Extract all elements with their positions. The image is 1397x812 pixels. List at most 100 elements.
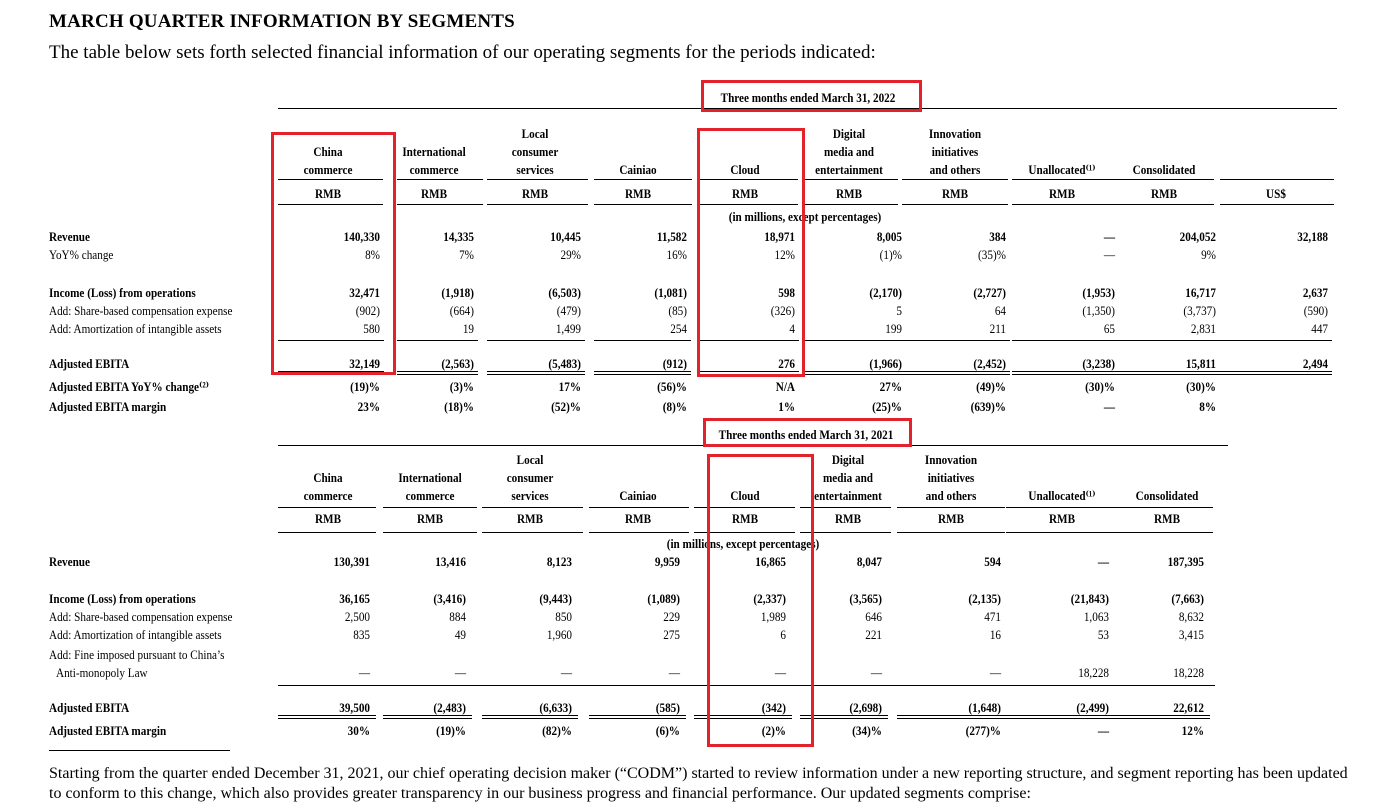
column-header-rule bbox=[694, 507, 795, 508]
currency-label: RMB bbox=[941, 186, 969, 201]
table-cell: (664) bbox=[449, 303, 474, 318]
column-header-rule bbox=[487, 179, 588, 180]
currency-label: RMB bbox=[516, 511, 544, 526]
currency-label: RMB bbox=[731, 511, 759, 526]
total-rule bbox=[1012, 371, 1119, 372]
currency-rule bbox=[897, 532, 1005, 533]
column-header: initiatives bbox=[927, 470, 975, 485]
column-header: consumer bbox=[511, 144, 559, 159]
table-cell: (52)% bbox=[551, 399, 581, 414]
table-cell: (18)% bbox=[444, 399, 474, 414]
row-label: Revenue bbox=[49, 554, 90, 569]
subtotal-rule bbox=[802, 340, 906, 341]
total-rule-2 bbox=[802, 374, 906, 375]
table-cell: 221 bbox=[865, 627, 882, 642]
column-header: and others bbox=[925, 488, 977, 503]
column-header: China bbox=[313, 144, 343, 159]
currency-rule bbox=[1012, 204, 1112, 205]
table-cell: (2,135) bbox=[968, 591, 1001, 606]
table-cell: 229 bbox=[663, 609, 680, 624]
currency-rule bbox=[383, 532, 477, 533]
table-cell: 16,865 bbox=[755, 554, 786, 569]
row-label: Add: Fine imposed pursuant to China’s bbox=[49, 647, 225, 662]
column-header: Digital bbox=[831, 452, 865, 467]
column-header-rule bbox=[1112, 179, 1214, 180]
column-header: consumer bbox=[506, 470, 554, 485]
table-cell: — bbox=[774, 665, 786, 680]
total-rule bbox=[694, 715, 792, 716]
currency-label: RMB bbox=[937, 511, 965, 526]
table-cell: 204,052 bbox=[1179, 229, 1216, 244]
currency-label: RMB bbox=[420, 186, 448, 201]
table-cell: (30)% bbox=[1085, 379, 1115, 394]
table-cell: 16 bbox=[989, 627, 1001, 642]
row-label: Adjusted EBITA bbox=[49, 700, 130, 715]
highlight-cloud bbox=[697, 128, 805, 377]
total-rule bbox=[487, 371, 585, 372]
currency-rule bbox=[1006, 532, 1113, 533]
column-header-rule bbox=[700, 179, 798, 180]
table-cell: 275 bbox=[663, 627, 680, 642]
column-header: Innovation bbox=[928, 126, 982, 141]
currency-rule bbox=[802, 204, 898, 205]
currency-label: RMB bbox=[731, 186, 759, 201]
subtotal-rule bbox=[278, 340, 384, 341]
table-cell: (342) bbox=[761, 700, 786, 715]
total-rule-2 bbox=[800, 718, 888, 719]
table-cell: (3,238) bbox=[1082, 356, 1115, 371]
column-header: services bbox=[516, 162, 554, 177]
currency-label: RMB bbox=[521, 186, 549, 201]
table-cell: (2,483) bbox=[433, 700, 466, 715]
total-rule-2 bbox=[897, 718, 1007, 719]
row-label: Adjusted EBITA bbox=[49, 356, 130, 371]
table-cell: — bbox=[668, 665, 680, 680]
table-cell: 1,989 bbox=[760, 609, 786, 624]
table-cell: (6,503) bbox=[548, 285, 581, 300]
column-header-rule bbox=[1012, 179, 1112, 180]
column-header: Cloud bbox=[730, 162, 760, 177]
table-cell: (25)% bbox=[872, 399, 902, 414]
currency-label: RMB bbox=[834, 511, 862, 526]
column-header-rule bbox=[594, 179, 692, 180]
table-cell: 9,959 bbox=[654, 554, 680, 569]
total-rule-2 bbox=[902, 374, 1010, 375]
table-cell: (479) bbox=[556, 303, 581, 318]
highlight-period bbox=[701, 80, 922, 112]
table-cell: (2,698) bbox=[849, 700, 882, 715]
subtotal-rule bbox=[278, 685, 1215, 686]
table-cell: (3,737) bbox=[1183, 303, 1216, 318]
currency-label: RMB bbox=[1048, 511, 1076, 526]
total-rule bbox=[1112, 715, 1210, 716]
table-cell: (326) bbox=[770, 303, 795, 318]
currency-rule bbox=[1112, 532, 1213, 533]
table-cell: 16,717 bbox=[1185, 285, 1216, 300]
total-rule-2 bbox=[594, 374, 691, 375]
column-header: Consolidated bbox=[1132, 162, 1196, 177]
table-cell: 8,123 bbox=[546, 554, 572, 569]
table-cell: 1,063 bbox=[1083, 609, 1109, 624]
period-rule bbox=[278, 108, 1337, 109]
table-cell: 64 bbox=[994, 303, 1006, 318]
table-cell: 884 bbox=[449, 609, 466, 624]
column-header: entertainment bbox=[815, 162, 883, 177]
table-cell: (912) bbox=[662, 356, 687, 371]
currency-label: RMB bbox=[416, 511, 444, 526]
row-label-continued: Anti-monopoly Law bbox=[56, 665, 148, 680]
table-cell: (2,452) bbox=[973, 356, 1006, 371]
table-cell: 13,416 bbox=[435, 554, 466, 569]
column-header: Cloud bbox=[730, 488, 760, 503]
column-header: commerce bbox=[405, 488, 455, 503]
currency-label: US$ bbox=[1266, 186, 1286, 201]
row-label: Revenue bbox=[49, 229, 90, 244]
table-cell: (6,633) bbox=[539, 700, 572, 715]
table-cell: (277)% bbox=[965, 723, 1001, 738]
row-label: Income (Loss) from operations bbox=[49, 285, 196, 300]
row-label: YoY% change bbox=[49, 247, 114, 262]
table-cell: 471 bbox=[984, 609, 1001, 624]
column-header: International bbox=[398, 470, 462, 485]
table-cell: (585) bbox=[655, 700, 680, 715]
table-cell: (1,648) bbox=[968, 700, 1001, 715]
table-cell: 7% bbox=[459, 247, 474, 262]
total-rule-2 bbox=[1112, 718, 1210, 719]
table-cell: — bbox=[560, 665, 572, 680]
